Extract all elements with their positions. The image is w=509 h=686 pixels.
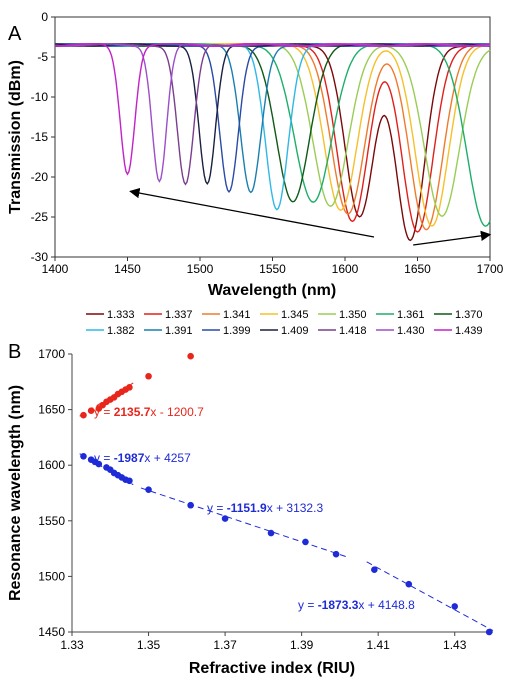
series-line-1.439: [54, 43, 491, 176]
panel-b-y-tick-label: 1600: [38, 458, 65, 472]
panel-a-y-tick-label: -25: [31, 210, 49, 224]
blue-point: [80, 453, 87, 460]
fit-equation-3: y = -1151.9x + 3132.3: [207, 501, 323, 515]
blue-point: [145, 486, 152, 493]
panel-a-y-tick-label: -5: [37, 50, 48, 64]
legend-label-1.382: 1.382: [107, 325, 135, 337]
legend-label-1.439: 1.439: [455, 325, 483, 337]
legend-label-1.350: 1.350: [339, 309, 367, 321]
red-point: [126, 384, 133, 391]
red-point: [145, 372, 152, 380]
shift-arrow-1: [129, 187, 375, 238]
panel-b-y-tick-label: 1450: [38, 625, 65, 639]
panel-a-y-tick-label: -15: [31, 130, 49, 144]
blue-point: [95, 460, 103, 468]
panel-a-x-tick-label: 1650: [404, 262, 431, 276]
panel-b-x-tick-label: 1.37: [213, 638, 237, 652]
blue-point: [267, 529, 275, 537]
panel-b-x-tick-label: 1.39: [290, 638, 314, 652]
fit-equation-1: y = 2135.7x - 1200.7: [94, 405, 204, 419]
panel-a-ticks: 1400 1450 1500 1550 1600 1650 1700 0 -5 -10 -15 -20…: [31, 10, 504, 276]
panel-a-x-axis-label: Wavelength (nm): [208, 282, 336, 299]
red-point: [80, 411, 87, 419]
legend-label-1.418: 1.418: [339, 325, 367, 337]
panel-a-y-axis-label: Transmission (dBm): [7, 60, 24, 214]
legend-label-1.399: 1.399: [223, 325, 251, 337]
series-line-1.350: [54, 43, 491, 217]
fit-equation-4: y = -1873.3x + 4148.8: [298, 598, 415, 612]
shift-arrow-2: [413, 230, 492, 246]
legend-label-1.337: 1.337: [165, 309, 193, 321]
panel-b-x-tick-label: 1.43: [443, 638, 467, 652]
panel-a-label: A: [8, 23, 22, 45]
panel-b-x-tick-label: 1.41: [367, 638, 391, 652]
series-line-1.341: [54, 43, 491, 231]
panel-b-frame: [71, 354, 493, 633]
fit-line-4: [366, 561, 494, 632]
blue-point: [126, 477, 133, 485]
series-line-1.337: [54, 43, 491, 233]
legend-label-1.333: 1.333: [107, 309, 135, 321]
legend-label-1.370: 1.370: [455, 309, 483, 321]
legend-label-1.430: 1.430: [397, 325, 425, 337]
panel-b-points: [80, 352, 493, 636]
blue-point: [302, 538, 309, 546]
blue-point: [221, 515, 229, 522]
blue-point: [485, 628, 493, 636]
panel-a: A 1400 1450 1500 1550 1600 1650 1700 0 -5 -10 -15 -…: [7, 10, 504, 337]
blue-point: [405, 580, 413, 588]
blue-point: [371, 566, 378, 574]
panel-a-x-tick-label: 1700: [477, 262, 504, 276]
panel-a-frame: [54, 16, 491, 258]
panel-a-y-tick-label: -20: [31, 170, 49, 184]
panel-a-x-tick-label: 1500: [187, 262, 214, 276]
legend-label-1.341: 1.341: [223, 309, 251, 321]
panel-b-y-tick-label: 1650: [38, 403, 65, 417]
legend-label-1.409: 1.409: [281, 325, 309, 337]
panel-b-ticks: 1.33 1.35 1.37 1.39 1.41 1.43 1450 1500 1550 1600…: [38, 347, 466, 652]
panel-b-x-tick-label: 1.33: [60, 638, 84, 652]
panel-a-arrows: [129, 187, 492, 246]
blue-point: [332, 550, 340, 558]
red-point: [87, 407, 95, 415]
panel-a-x-tick-label: 1400: [42, 262, 69, 276]
panel-b-x-tick-label: 1.35: [137, 638, 161, 652]
panel-b-y-tick-label: 1550: [38, 514, 65, 528]
fit-equation-2: y = -1987x + 4257: [94, 451, 191, 465]
panel-a-curves: [54, 43, 491, 242]
panel-a-x-tick-label: 1600: [332, 262, 359, 276]
panel-a-x-tick-label: 1550: [259, 262, 286, 276]
blue-point: [451, 603, 459, 610]
panel-a-y-tick-label: -10: [31, 90, 49, 104]
red-point: [187, 352, 194, 360]
fit-line-3: [140, 487, 348, 558]
blue-point: [187, 501, 194, 509]
panel-a-y-tick-label: 0: [41, 10, 48, 24]
panel-a-y-tick-label: -30: [31, 250, 49, 264]
panel-b-x-axis-label: Refractive index (RIU): [189, 660, 355, 677]
panel-a-plot-border: [54, 16, 491, 258]
panel-b-y-tick-label: 1500: [38, 569, 65, 583]
panel-b-y-axis-label: Resonance wavelength (nm): [7, 385, 24, 601]
panel-b-y-tick-label: 1700: [38, 347, 65, 361]
panel-b-equations: y = 2135.7x - 1200.7 y = -1987x + 4257 y =…: [94, 405, 415, 612]
legend-label-1.361: 1.361: [397, 309, 425, 321]
panel-a-x-tick-label: 1450: [114, 262, 141, 276]
panel-b: B 1.33 1.35 1.37 1.39 1.41 1.43 1450 1500 1550 16…: [7, 341, 494, 677]
panel-b-label: B: [8, 341, 21, 363]
legend-label-1.391: 1.391: [165, 325, 193, 337]
panel-a-legend: 1.333 1.337 1.341 1.345 1.350 1.361 1.370 1.382…: [86, 309, 483, 337]
legend-label-1.345: 1.345: [281, 309, 309, 321]
